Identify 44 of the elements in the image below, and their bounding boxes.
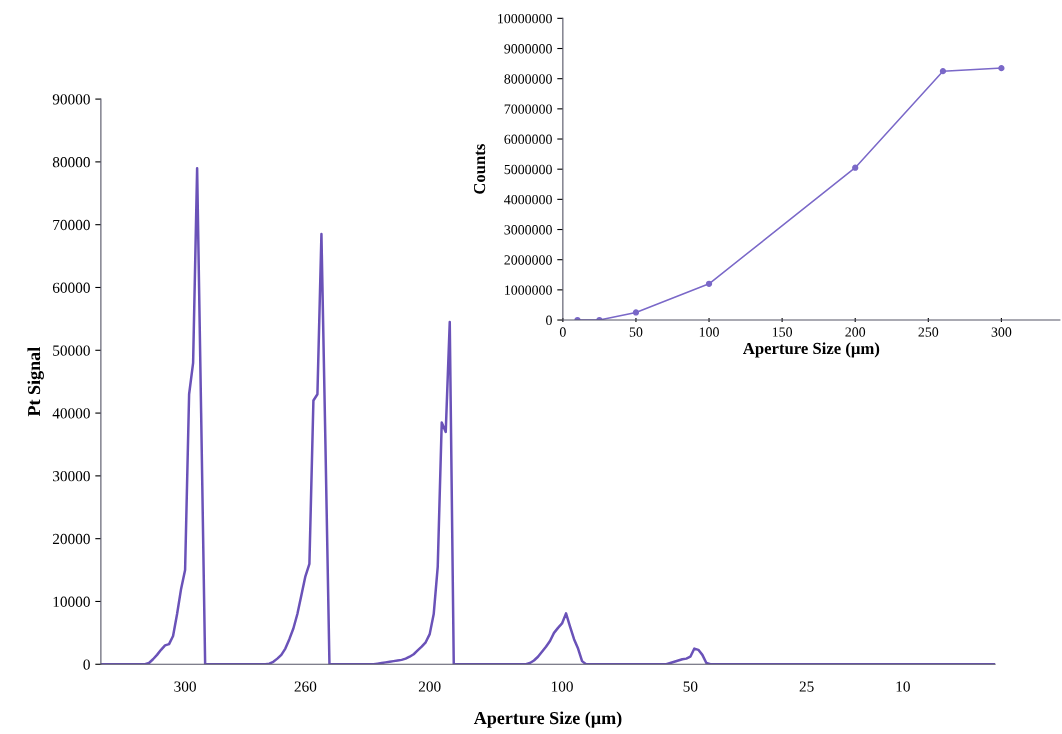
x-tick-label: 100 [699, 327, 719, 337]
y-tick-label: 8000000 [504, 74, 552, 84]
y-tick-label: 2000000 [504, 255, 552, 265]
x-tick-label: 200 [418, 681, 441, 692]
y-tick-label: 1000000 [505, 285, 552, 295]
y-tick-label: 10000 [53, 596, 90, 607]
point [939, 68, 947, 75]
y-tick-label: 7000000 [504, 104, 552, 114]
y-axis-title: Pt Signal [27, 347, 44, 417]
y-tick-label: 90000 [52, 94, 90, 105]
x-tick-label: 10 [896, 681, 910, 692]
point [632, 309, 640, 316]
y-tick-label: 9000000 [504, 44, 552, 54]
x-tick-label: 300 [991, 327, 1012, 337]
x-tick-label: 200 [845, 327, 866, 337]
y-tick-label: 0 [83, 659, 90, 670]
y-tick-label: 3000000 [504, 225, 552, 235]
y-tick-label: 60000 [52, 282, 90, 293]
x-tick-label: 260 [294, 681, 317, 692]
y-tick-label: 0 [546, 315, 552, 325]
y-tick-label: 30000 [53, 471, 90, 482]
y-tick-label: 50000 [53, 345, 90, 356]
point [705, 280, 713, 287]
y-axis-title: Counts [473, 144, 486, 194]
x-tick-label: 25 [799, 681, 814, 692]
point [998, 65, 1005, 72]
y-tick-label: 80000 [52, 157, 90, 168]
x-tick-label: 250 [918, 327, 939, 337]
x-tick-label: 150 [772, 327, 793, 337]
x-tick-label: 100 [551, 681, 573, 692]
x-tick-label: 50 [629, 327, 643, 337]
y-tick-label: 40000 [52, 408, 90, 419]
point [852, 164, 859, 171]
x-axis-title: Aperture Size (µm) [743, 342, 880, 358]
x-tick-label: 0 [559, 327, 566, 337]
y-tick-label: 4000000 [504, 194, 552, 205]
x-tick-label: 50 [683, 681, 698, 692]
y-tick-label: 20000 [52, 533, 90, 545]
x-tick-label: 300 [174, 681, 196, 692]
y-tick-label: 10000000 [498, 13, 552, 24]
x-axis-title: Aperture Size (µm) [473, 711, 622, 728]
y-tick-label: 5000000 [504, 164, 552, 175]
y-tick-label: 6000000 [504, 134, 552, 144]
y-tick-label: 70000 [53, 219, 90, 231]
